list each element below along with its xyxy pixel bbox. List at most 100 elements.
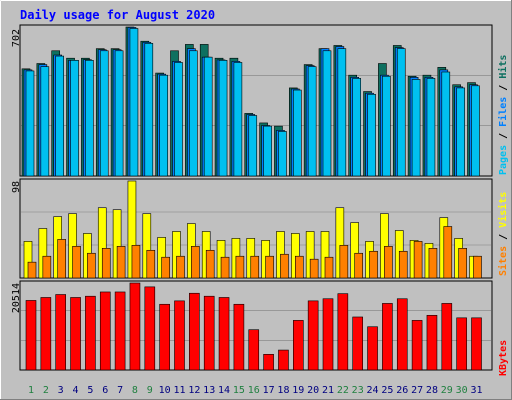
bar-sites (101, 248, 111, 279)
chart-title: Daily usage for August 2020 (20, 8, 215, 22)
bar-pages (218, 60, 228, 177)
bar-kbytes (426, 314, 438, 371)
bar-pages (25, 70, 35, 177)
x-tick-label: 3 (58, 385, 64, 396)
panel-bottom: 20514 KBytes (11, 280, 509, 376)
x-tick-label: 15 (233, 385, 245, 396)
bar-kbytes (382, 303, 393, 371)
bar-pages (174, 62, 183, 177)
x-tick-label: 11 (173, 385, 185, 396)
x-tick-label: 20 (307, 385, 319, 396)
x-tick-label: 29 (441, 385, 453, 396)
bar-kbytes (99, 291, 111, 371)
y-max-label-middle: 98 (11, 181, 22, 193)
bar-sites (42, 255, 52, 279)
x-tick-label: 18 (277, 385, 289, 396)
x-tick-label: 7 (117, 385, 123, 396)
bar-pages (159, 74, 168, 177)
bar-sites (369, 250, 378, 279)
x-tick-label: 6 (102, 385, 108, 396)
bar-kbytes (144, 286, 156, 371)
bar-sites (146, 249, 156, 279)
bar-pages (396, 48, 406, 177)
x-tick-label: 8 (132, 385, 138, 396)
x-tick-label: 9 (147, 385, 153, 396)
x-tick-label: 27 (411, 385, 423, 396)
bar-kbytes (218, 297, 230, 371)
x-tick-label: 1 (28, 385, 34, 396)
panel-middle: 98 Sites / Visits (11, 178, 509, 279)
bar-pages (99, 50, 109, 177)
bar-pages (144, 43, 154, 177)
bar-pages (322, 50, 332, 177)
bar-sites (87, 252, 96, 279)
panel-top: 702 Pages / Files / Hits (11, 24, 509, 177)
x-tick-label: 5 (87, 385, 93, 396)
bar-pages (263, 125, 272, 177)
bar-sites (176, 255, 185, 279)
bar-sites (428, 248, 438, 279)
bar-pages (70, 60, 79, 177)
bar-pages (189, 50, 198, 177)
bar-sites (339, 245, 349, 279)
bar-sites (280, 253, 289, 279)
bar-pages (248, 115, 258, 177)
bar-sites (309, 258, 319, 279)
bar-kbytes (292, 320, 304, 371)
x-tick-label: 17 (263, 385, 275, 396)
bar-pages (85, 60, 94, 177)
x-tick-label: 13 (203, 385, 215, 396)
bar-pages (382, 75, 391, 177)
bar-pages (40, 66, 50, 177)
bar-pages (292, 89, 302, 177)
bar-kbytes (411, 320, 423, 371)
bar-sites (398, 250, 408, 279)
x-axis-day-labels: 1 2 3 4 5 6 7 8 9 10 11 12 13 14 15 16 17 18 19 20 21 22 23 24 2… (28, 385, 483, 396)
legend-pages-files-hits: Pages / Files / Hits (497, 55, 509, 175)
bar-kbytes (233, 303, 245, 371)
bar-sites (250, 255, 260, 279)
bar-kbytes (456, 317, 467, 371)
x-tick-label: 22 (337, 385, 349, 396)
bar-sites (116, 246, 126, 279)
x-tick-label: 21 (322, 385, 334, 396)
bar-kbytes (441, 303, 453, 371)
bar-pages (337, 48, 347, 177)
bar-sites (220, 256, 230, 279)
bar-sites (473, 255, 482, 279)
bar-kbytes (70, 297, 81, 371)
bar-kbytes (129, 282, 141, 371)
bar-kbytes (337, 293, 349, 371)
bar-kbytes (203, 295, 215, 371)
x-tick-label: 28 (426, 385, 438, 396)
bar-pages (411, 79, 421, 177)
bar-sites (72, 246, 81, 279)
bar-kbytes (352, 316, 364, 371)
x-tick-label: 19 (292, 385, 304, 396)
bar-kbytes (25, 300, 37, 371)
bar-pages (114, 50, 124, 177)
bar-pages (233, 62, 243, 177)
bar-sites (265, 255, 274, 279)
bar-sites (458, 248, 467, 279)
bar-kbytes (396, 298, 408, 371)
bar-pages (129, 28, 139, 177)
bar-kbytes (278, 349, 289, 371)
bar-sites (191, 246, 200, 279)
bar-kbytes (307, 300, 319, 371)
bar-sites (57, 239, 67, 279)
bar-kbytes (471, 317, 482, 371)
bar-kbytes (85, 295, 96, 371)
bar-kbytes (55, 294, 67, 371)
bar-sites (161, 256, 170, 279)
bar-sites (294, 255, 304, 279)
bar-pages (307, 66, 317, 177)
bar-sites (443, 226, 453, 279)
y-max-label-top: 702 (11, 29, 22, 47)
bar-kbytes (159, 303, 170, 371)
x-tick-label: 30 (456, 385, 468, 396)
bar-kbytes (367, 326, 378, 371)
bar-kbytes (40, 297, 52, 371)
legend-kbytes: KBytes (498, 340, 509, 376)
bar-kbytes (114, 291, 126, 371)
